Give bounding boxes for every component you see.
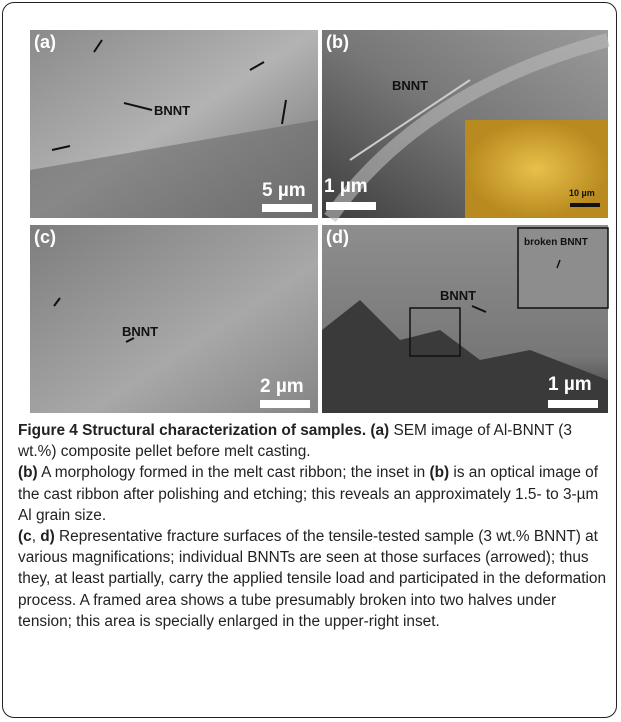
scale-bar [548,400,598,408]
figure-caption: Figure 4 Structural characterization of … [18,420,608,632]
panel-label: (d) [326,227,349,247]
annotation: BNNT [154,103,190,118]
caption-bold: (b) [429,464,449,481]
annotation: BNNT [122,324,158,339]
scale-bar-label: 1 µm [548,374,592,395]
figure-panels: (a) BNNT 5 µm BNNT (b) 1 µm 10 µm BNNT (… [0,0,621,416]
scale-bar-label: 5 µm [262,180,306,201]
annotation: BNNT [392,78,428,93]
panel-label: (c) [34,227,56,247]
scale-bar [326,202,376,210]
panel-label: (b) [326,32,349,52]
page: (a) BNNT 5 µm BNNT (b) 1 µm 10 µm BNNT (… [0,0,621,722]
scale-bar-label: 1 µm [324,176,368,197]
caption-bold: (c [18,528,32,545]
caption-text: Representative fracture surfaces of the … [18,528,606,630]
caption-text: A morphology formed in the melt cast rib… [38,464,430,481]
caption-text: , [32,528,41,545]
panel-label: (a) [34,32,56,52]
caption-bold: d) [40,528,55,545]
scale-bar-label: 2 µm [260,376,304,397]
inset-scale-bar [570,203,600,207]
annotation: BNNT [440,288,476,303]
inset-annotation: broken BNNT [524,237,588,248]
scale-bar [262,204,312,212]
caption-bold: Figure 4 Structural characterization of … [18,422,389,439]
scale-bar [260,400,310,408]
caption-bold: (b) [18,464,38,481]
inset-scale-bar-label: 10 µm [569,188,595,198]
